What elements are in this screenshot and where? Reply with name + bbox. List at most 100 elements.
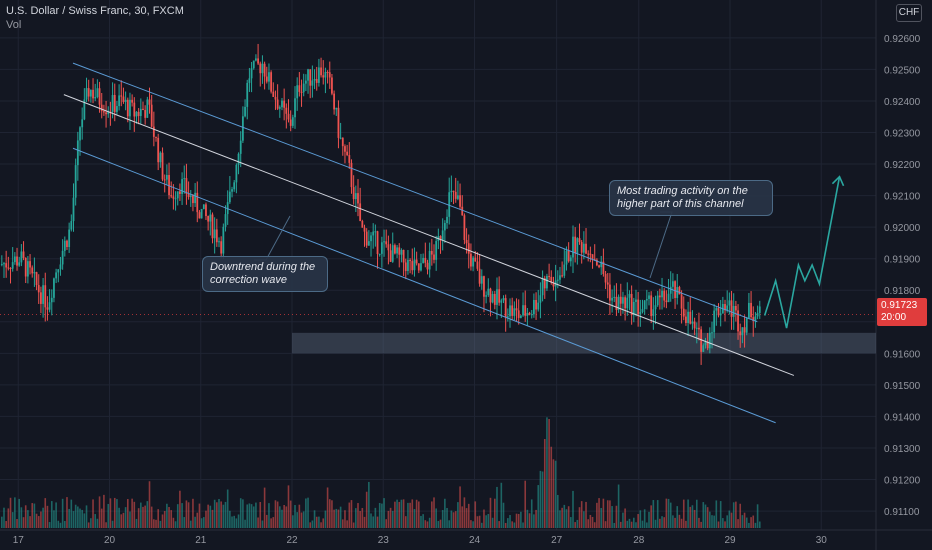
candle-body (150, 104, 153, 127)
candle-body (83, 99, 86, 120)
candle-body (715, 308, 718, 311)
candle-body (448, 192, 451, 217)
downtrend-note-callout[interactable]: Downtrend during the correction wave (202, 256, 328, 292)
candle-body (268, 72, 270, 82)
volume-bar (591, 516, 594, 528)
candle-body (582, 243, 585, 253)
candle-body (233, 182, 236, 190)
currency-badge[interactable]: CHF (896, 4, 922, 22)
volume-bar (624, 508, 626, 528)
candle-body (617, 296, 620, 311)
volume-bar (444, 498, 446, 528)
candle-body (743, 327, 746, 333)
candle-body (424, 257, 427, 263)
candle-body (250, 68, 253, 79)
volume-bar (129, 511, 131, 528)
candle-body (40, 292, 42, 304)
candle-body (665, 300, 668, 303)
volume-bar (192, 498, 194, 528)
volume-bar (428, 517, 431, 528)
candle-body (272, 91, 275, 97)
volume-bar (122, 512, 125, 528)
volume-bar (3, 507, 5, 528)
volume-bar (487, 513, 490, 528)
candle-body (417, 263, 420, 271)
volume-bar (583, 511, 585, 528)
candle-body (682, 308, 685, 317)
volume-bar (467, 503, 470, 528)
volume-bar (333, 509, 335, 528)
y-tick-label: 0.91600 (884, 349, 921, 360)
volume-bar (146, 501, 149, 528)
candle-body (9, 267, 12, 269)
candle-body (595, 259, 598, 266)
volume-bar (226, 489, 229, 528)
volume-bar (144, 505, 146, 528)
volume-bar (365, 491, 368, 528)
candle-body (476, 261, 479, 269)
candle-body (98, 88, 101, 105)
volume-bar (118, 507, 120, 528)
candle-body (322, 75, 325, 78)
candle-body (493, 294, 496, 305)
candle-body (591, 254, 594, 259)
candle-body (474, 257, 477, 262)
candle-body (148, 99, 151, 105)
volume-bar (520, 511, 522, 528)
volume-bar (709, 511, 711, 528)
volume-bar (276, 501, 279, 528)
volume-bar (326, 487, 329, 528)
candle-body (559, 275, 561, 280)
candle-body (635, 299, 637, 302)
candle-body (632, 301, 635, 316)
volume-bar (35, 513, 38, 528)
x-tick-label: 27 (551, 535, 563, 546)
volume-bar (196, 512, 199, 528)
candle-body (645, 298, 648, 301)
volume-bar (352, 522, 355, 528)
candle-body (185, 178, 188, 194)
candle-body (157, 137, 160, 163)
candle-body (695, 327, 698, 329)
volume-bar (302, 511, 305, 528)
candle-body (533, 299, 535, 315)
volume-bar (598, 498, 600, 528)
candle-body (472, 257, 474, 267)
volume-bar (170, 510, 173, 528)
volume-bar (350, 500, 353, 528)
volume-bar (659, 518, 661, 528)
candle-body (222, 226, 225, 254)
volume-bar (552, 459, 555, 528)
volume-bar (239, 498, 242, 528)
volume-bar (137, 508, 140, 528)
candle-body (107, 111, 110, 115)
volume-bar (402, 499, 405, 528)
volume-bar (322, 518, 325, 528)
x-tick-label: 30 (816, 535, 828, 546)
candle-body (611, 297, 613, 301)
volume-bar (596, 502, 598, 528)
volume-bar (485, 515, 487, 528)
volume-bar (270, 518, 272, 528)
volume-bar (509, 515, 511, 528)
volume-bar (461, 506, 464, 528)
channel-note-callout[interactable]: Most trading activity on the higher part… (609, 180, 773, 216)
candle-body (0, 264, 3, 266)
volume-bar (439, 519, 442, 528)
volume-bar (361, 507, 364, 528)
volume-bar (176, 504, 179, 528)
volume-bar (22, 517, 25, 528)
candle-body (209, 214, 212, 222)
volume-bar (181, 503, 183, 528)
candle-body (70, 221, 73, 230)
volume-bar (216, 502, 218, 528)
volume-bar (153, 519, 155, 528)
candle-body (450, 190, 453, 193)
volume-bar (630, 521, 633, 528)
candle-body (550, 276, 553, 283)
volume-bar (348, 502, 351, 528)
candle-body (42, 285, 44, 304)
candle-body (265, 76, 268, 82)
volume-bar (687, 499, 689, 528)
